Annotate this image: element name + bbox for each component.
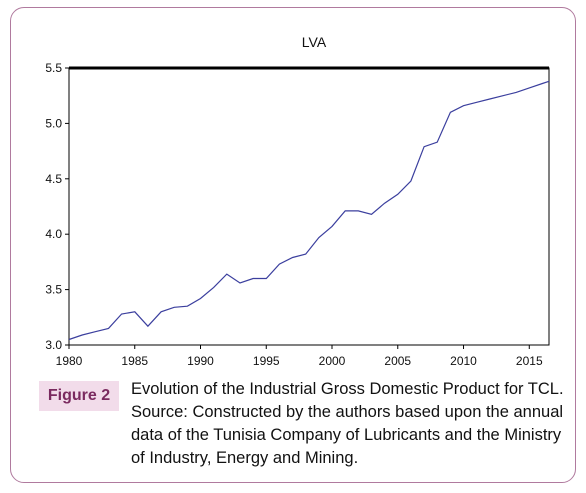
y-tick-label: 4.0 xyxy=(45,227,62,241)
x-tick-label: 1985 xyxy=(121,354,148,368)
x-axis: 1980 1985 1990 1995 2000 2005 2010 2015 xyxy=(56,345,543,368)
line-chart: LVA 3.0 3.5 4.0 4.5 5.0 5.5 1980 1985 1990 1995 2… xyxy=(45,34,550,368)
y-axis: 3.0 3.5 4.0 4.5 5.0 5.5 xyxy=(45,61,69,352)
figure-caption: Evolution of the Industrial Gross Domest… xyxy=(131,380,564,467)
x-tick-label: 1995 xyxy=(253,354,280,368)
x-tick-label: 2005 xyxy=(384,354,411,368)
x-tick-label: 2015 xyxy=(516,354,543,368)
figure-label: Figure 2 xyxy=(39,381,119,411)
y-tick-label: 3.0 xyxy=(45,338,62,352)
y-tick-label: 4.5 xyxy=(45,172,62,186)
chart-title: LVA xyxy=(302,34,327,50)
x-tick-label: 2010 xyxy=(450,354,477,368)
y-tick-label: 5.0 xyxy=(45,116,62,130)
plot-area xyxy=(68,67,550,346)
x-tick-label: 1990 xyxy=(187,354,214,368)
x-tick-label: 2000 xyxy=(319,354,346,368)
y-tick-label: 3.5 xyxy=(45,283,62,297)
x-tick-label: 1980 xyxy=(56,354,83,368)
y-tick-label: 5.5 xyxy=(45,61,62,75)
series-line xyxy=(68,80,550,341)
